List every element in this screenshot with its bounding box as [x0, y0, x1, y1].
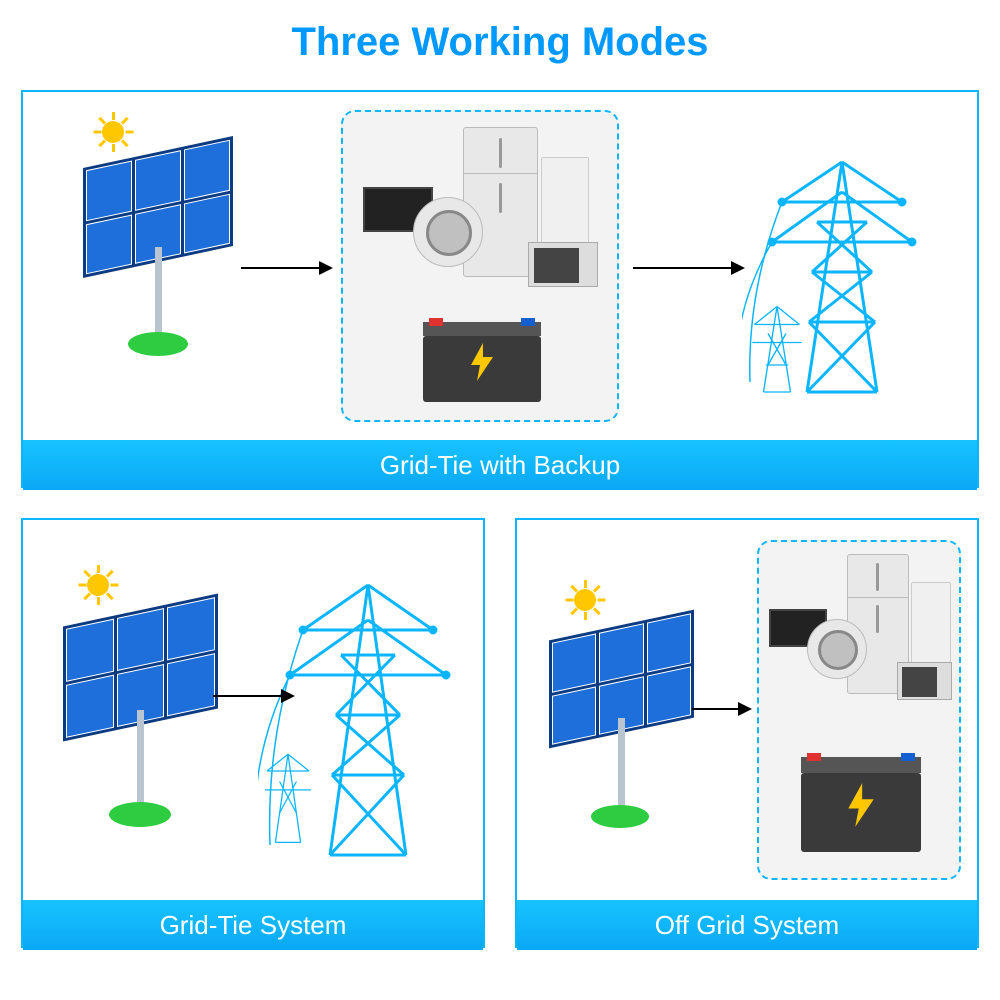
panel-label: Grid-Tie with Backup [23, 440, 977, 490]
microwave-icon [897, 662, 952, 700]
arrow-icon [692, 708, 750, 710]
solar-panel-icon [549, 625, 709, 855]
panel-label: Off Grid System [517, 900, 977, 950]
sun-icon [565, 580, 605, 620]
arrow-icon [213, 695, 293, 697]
panel-grid-tie-system: Grid-Tie System [21, 518, 485, 948]
microwave-icon [528, 242, 598, 287]
washer-icon [413, 197, 483, 267]
appliances-icon [769, 554, 953, 714]
battery-icon [423, 322, 541, 402]
panel-off-grid-system: Off Grid System [515, 518, 979, 948]
arrow-icon [633, 267, 743, 269]
solar-panel-icon [63, 610, 233, 850]
transmission-tower-icon [742, 152, 942, 402]
battery-icon [801, 757, 921, 852]
appliances-icon [363, 127, 601, 292]
panel-grid-tie-backup: Grid-Tie with Backup [21, 90, 979, 488]
sun-icon [93, 112, 133, 152]
page-title: Three Working Modes [20, 20, 980, 65]
arrow-icon [241, 267, 331, 269]
appliances-box [757, 540, 961, 880]
solar-panel-icon [83, 152, 253, 372]
sun-icon [78, 565, 118, 605]
appliances-box [341, 110, 619, 422]
washer-icon [807, 619, 867, 679]
panel-label: Grid-Tie System [23, 900, 483, 950]
transmission-tower-icon [258, 575, 463, 870]
